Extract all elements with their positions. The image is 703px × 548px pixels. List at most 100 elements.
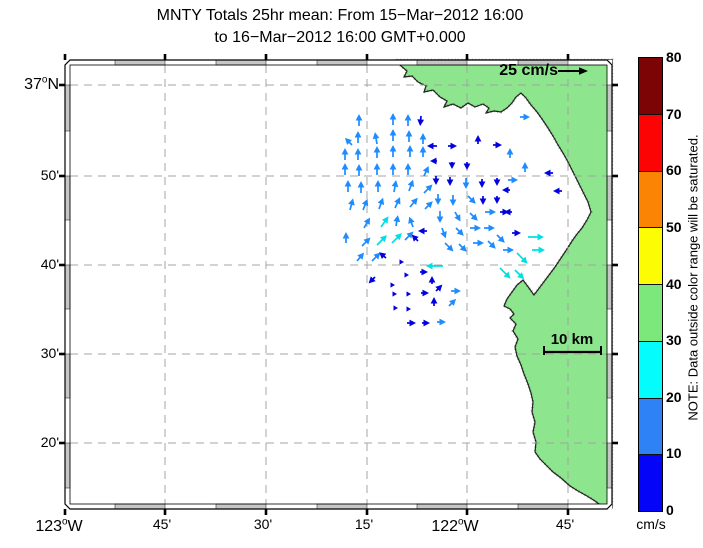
colorbar-segment — [639, 341, 662, 399]
colorbar-segment — [639, 398, 662, 456]
current-vector-arrow — [487, 240, 496, 249]
current-vector-arrow — [406, 291, 411, 297]
current-vector-arrow — [377, 197, 385, 210]
current-vector-arrow — [422, 166, 429, 177]
current-vector-arrow — [404, 272, 409, 278]
current-vector-arrow — [455, 227, 464, 236]
colorbar-tick-label: 40 — [666, 275, 682, 292]
current-vector-arrow — [504, 208, 512, 216]
current-vector-arrow — [389, 113, 397, 125]
current-vector-arrow — [424, 201, 433, 210]
current-vector-arrow — [484, 224, 495, 232]
current-vector-arrow — [462, 178, 470, 189]
current-vector-arrow — [342, 232, 350, 243]
current-vector-arrow — [404, 231, 414, 241]
figure-title-line2: to 16−Mar−2012 16:00 GMT+0.000 — [214, 29, 466, 46]
current-vector-arrow — [499, 267, 511, 279]
current-vector-arrow — [532, 246, 545, 254]
current-vector-arrow — [389, 129, 397, 141]
colorbar-tick-label: 0 — [666, 502, 674, 518]
current-vector-arrow — [417, 115, 425, 126]
current-vector-arrow — [422, 319, 430, 327]
current-vector-arrow — [419, 146, 427, 157]
current-vector-arrow — [516, 252, 528, 264]
y-tick-label: 40' — [40, 256, 59, 272]
colorbar-tick-label: 70 — [666, 105, 682, 122]
current-vector-arrow — [354, 148, 362, 160]
current-vector-arrow — [393, 215, 401, 227]
colorbar-tick-label: 30 — [666, 332, 682, 349]
current-vector-arrow — [391, 233, 402, 244]
colorbar-segment — [639, 114, 662, 172]
current-vector-arrow — [390, 282, 395, 288]
current-vector-arrow — [444, 242, 454, 252]
current-vector-arrow — [502, 186, 510, 194]
scale-bar-label: 10 km — [550, 331, 594, 348]
current-vector-arrow — [344, 180, 352, 192]
current-vector-arrow — [432, 176, 440, 185]
current-vector-arrow — [449, 195, 457, 206]
current-vector-arrow — [405, 130, 413, 142]
current-vector-arrow — [521, 162, 529, 172]
current-vector-arrow — [474, 135, 482, 144]
current-vector-arrow — [528, 233, 544, 241]
coastline — [394, 59, 613, 509]
current-vector-arrow — [520, 113, 530, 121]
current-vector-arrow — [394, 197, 401, 209]
current-vector-arrow — [430, 157, 437, 165]
colorbar-tick-label: 60 — [666, 162, 682, 179]
x-tick-label: 122oW — [431, 516, 479, 535]
current-vector-arrow — [380, 216, 389, 228]
current-vector-arrow — [426, 262, 443, 270]
current-vector-arrow — [496, 234, 505, 243]
current-vector-arrow — [470, 224, 481, 232]
current-vector-arrow — [391, 180, 399, 193]
current-vector-arrow — [435, 284, 443, 292]
current-vector-arrow — [440, 227, 447, 239]
colorbar — [638, 57, 663, 512]
current-vector-arrow — [478, 179, 486, 188]
current-vector-arrow — [451, 287, 461, 295]
colorbar-tick-label: 80 — [666, 49, 682, 65]
colorbar-segment — [639, 171, 662, 229]
current-vector-arrow — [553, 187, 562, 195]
colorbar-segment — [639, 58, 662, 115]
current-vector-arrow — [430, 297, 438, 306]
current-vector-arrow — [373, 163, 381, 175]
current-vector-arrow — [404, 114, 412, 126]
current-vector-arrow — [341, 163, 349, 175]
current-vector-arrow — [379, 252, 387, 259]
current-vector-arrow — [355, 164, 363, 176]
current-vector-arrow — [448, 298, 457, 307]
current-vector-arrow — [348, 198, 355, 211]
colorbar-tick-label: 20 — [666, 388, 682, 405]
current-vector-arrow — [361, 198, 369, 211]
y-tick-label: 50' — [40, 167, 59, 183]
current-vector-arrow — [407, 179, 415, 192]
x-tick-label: 45' — [555, 516, 575, 532]
current-vector-arrow — [363, 217, 370, 229]
current-vector-arrow — [357, 181, 365, 193]
current-vector-arrow — [374, 180, 382, 192]
current-vector-arrow — [356, 252, 365, 262]
y-tick-label: 37oN — [24, 74, 59, 93]
current-vector-arrow — [355, 114, 363, 126]
y-tick-label: 30' — [40, 345, 59, 361]
colorbar-tick-label: 50 — [666, 218, 682, 235]
current-vector-arrow — [458, 243, 467, 252]
x-tick-label: 15' — [354, 516, 374, 532]
current-vector-arrow — [473, 239, 484, 247]
current-vector-arrow — [446, 177, 454, 186]
current-vector-arrow — [454, 211, 461, 222]
colorbar-segment — [639, 285, 662, 342]
current-vector-arrow — [503, 246, 514, 254]
colorbar-segment — [639, 228, 662, 285]
current-vector-arrow — [344, 137, 353, 146]
current-vector-arrow — [389, 145, 397, 157]
current-vector-arrow — [508, 176, 518, 184]
current-vector-arrow — [448, 142, 457, 150]
current-vector-arrow — [467, 195, 476, 204]
current-vector-arrow — [406, 306, 411, 312]
land-polygon — [396, 60, 612, 508]
